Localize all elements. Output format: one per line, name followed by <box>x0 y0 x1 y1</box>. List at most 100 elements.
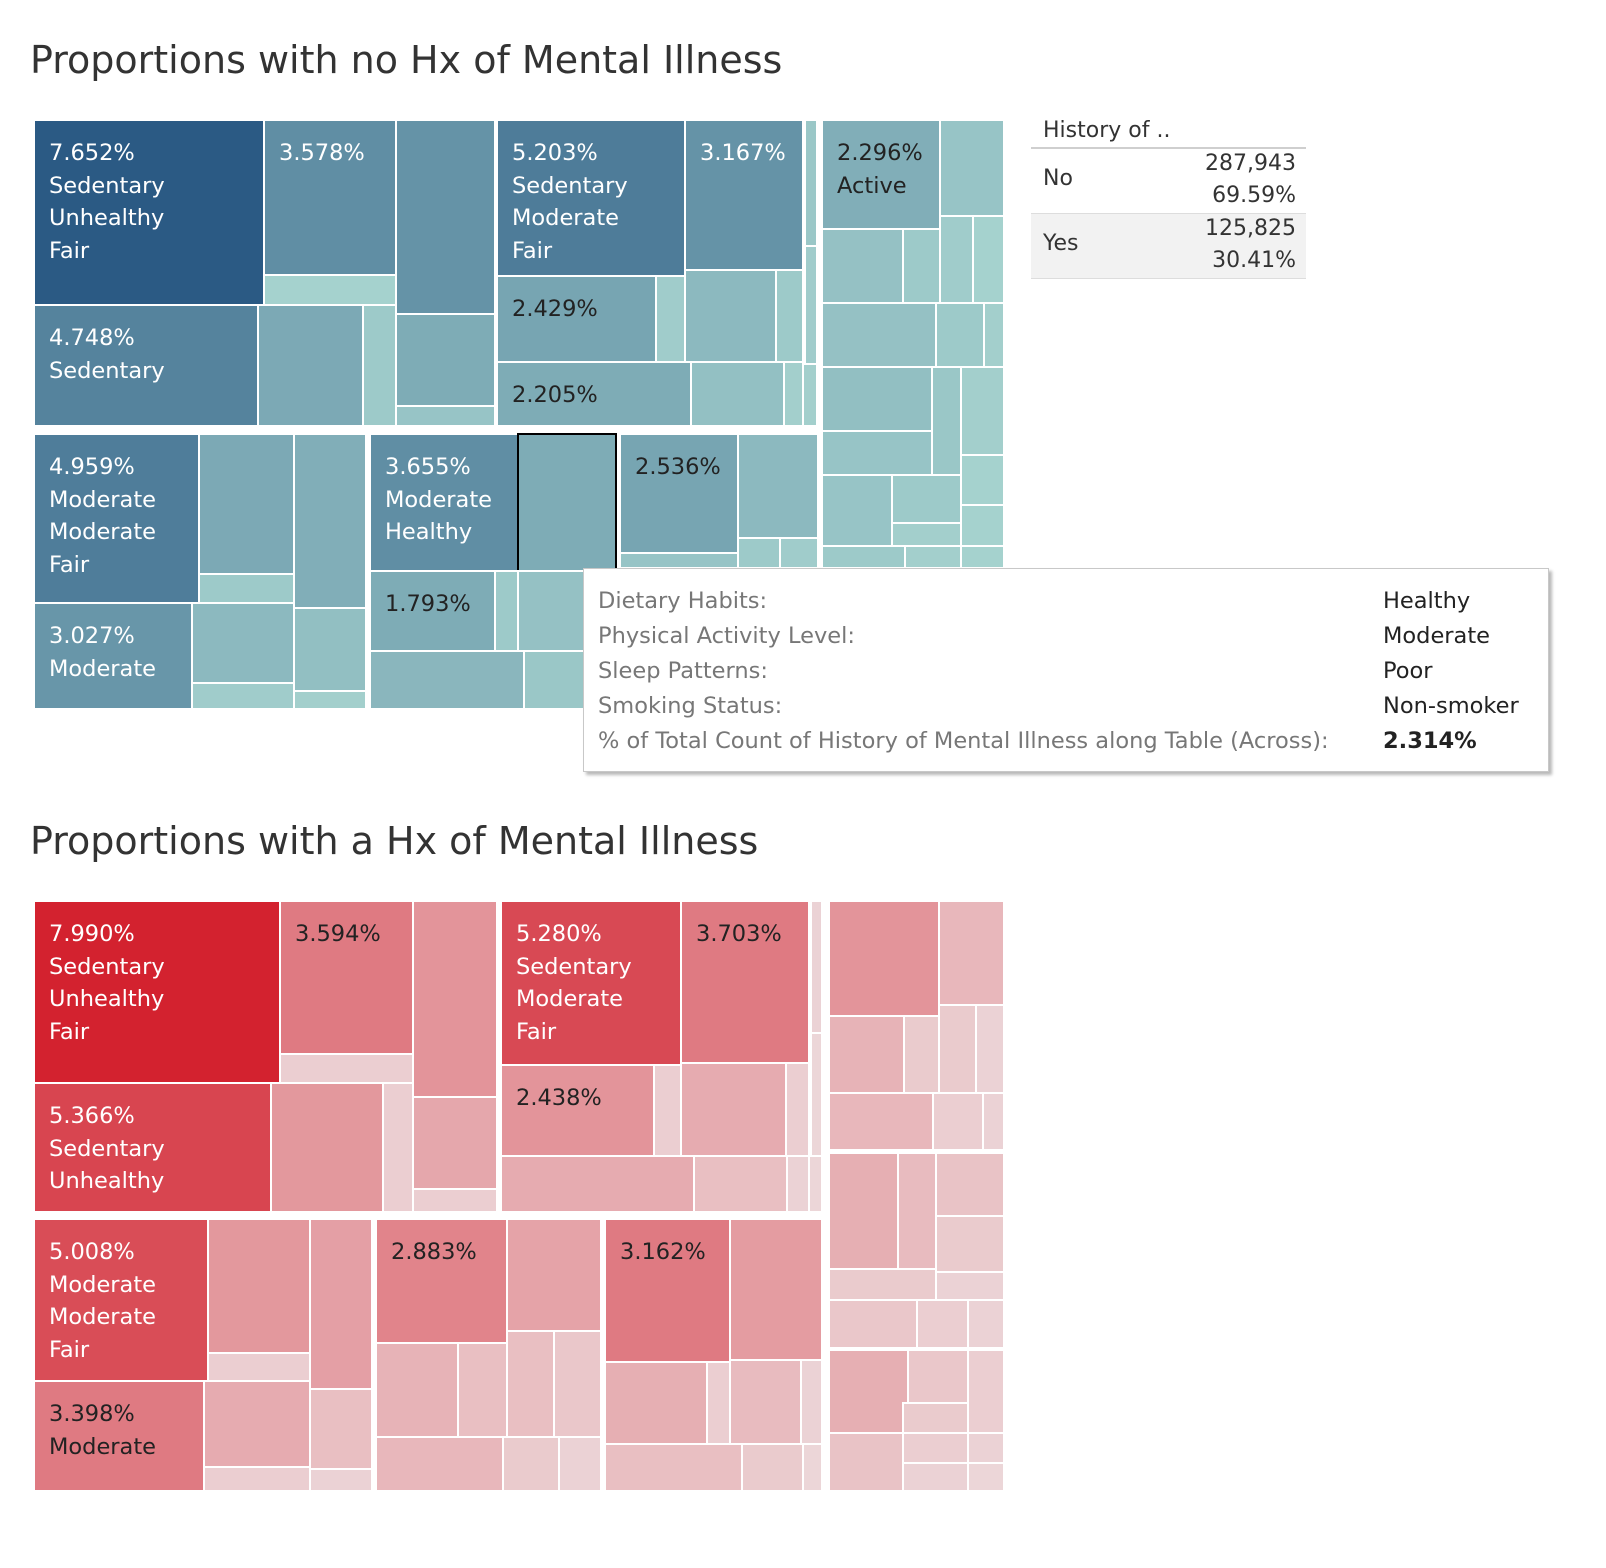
treemap-cell[interactable] <box>828 1152 899 1270</box>
treemap-cell[interactable]: 3.027% Moderate <box>33 602 193 710</box>
treemap-cell[interactable] <box>891 522 962 547</box>
treemap-cell[interactable] <box>960 504 1005 547</box>
treemap-cell[interactable] <box>412 900 498 1098</box>
treemap-cell[interactable] <box>198 433 295 575</box>
treemap-cell[interactable] <box>653 1064 682 1157</box>
treemap-cell[interactable]: 2.205% <box>496 361 692 427</box>
treemap-cell[interactable] <box>935 1271 1005 1301</box>
treemap-cell[interactable] <box>786 1155 810 1213</box>
treemap-cell[interactable] <box>309 1468 373 1492</box>
treemap-cell[interactable] <box>935 302 985 368</box>
treemap-cell[interactable]: 3.398% Moderate <box>33 1380 205 1492</box>
treemap-cell[interactable] <box>270 1082 384 1213</box>
treemap-cell[interactable] <box>309 1388 373 1470</box>
treemap-cell[interactable] <box>737 537 781 569</box>
treemap-cell[interactable] <box>821 430 933 476</box>
treemap-cell[interactable]: 3.162% <box>604 1218 731 1363</box>
treemap-cell[interactable]: 7.990% Sedentary Unhealthy Fair <box>33 900 281 1084</box>
treemap-cell[interactable]: 2.296% Active <box>821 119 941 230</box>
treemap-cell[interactable] <box>972 215 1005 304</box>
treemap-cell[interactable] <box>828 1092 934 1151</box>
treemap-cell[interactable] <box>960 545 1005 569</box>
treemap-cell[interactable] <box>680 1062 787 1157</box>
treemap-cell[interactable]: 2.536% <box>619 433 739 554</box>
treemap-cell[interactable] <box>939 215 974 304</box>
treemap-cell[interactable] <box>821 545 906 569</box>
treemap-cell[interactable]: 3.703% <box>680 900 810 1064</box>
treemap-cell[interactable] <box>207 1352 311 1382</box>
treemap-cell[interactable] <box>293 433 367 609</box>
treemap-cell[interactable] <box>967 1299 1005 1349</box>
treemap-cell[interactable] <box>904 545 962 569</box>
treemap-cell[interactable] <box>891 474 962 524</box>
treemap-cell[interactable] <box>604 1443 743 1492</box>
treemap-cell[interactable] <box>916 1299 969 1349</box>
treemap-cell[interactable] <box>903 1015 940 1094</box>
treemap-cell[interactable] <box>395 119 496 315</box>
treemap-cell[interactable] <box>960 366 1005 456</box>
treemap-cell[interactable] <box>828 1349 909 1434</box>
treemap-cell[interactable] <box>821 366 933 432</box>
treemap-cell[interactable] <box>191 682 295 710</box>
treemap-cell[interactable] <box>412 1096 498 1190</box>
treemap-cell[interactable] <box>802 363 818 427</box>
treemap-cell[interactable] <box>938 900 1005 1006</box>
treemap-cell[interactable] <box>775 269 804 363</box>
treemap-cell[interactable]: 5.008% Moderate Moderate Fair <box>33 1218 209 1382</box>
treemap-cell[interactable] <box>395 405 496 427</box>
treemap-cell[interactable] <box>191 602 295 684</box>
treemap-cell[interactable] <box>257 304 364 427</box>
treemap-cell[interactable] <box>293 690 367 710</box>
treemap-cell[interactable] <box>279 1053 414 1084</box>
treemap-cell[interactable] <box>502 1436 560 1492</box>
treemap-cell[interactable]: 3.594% <box>279 900 414 1055</box>
treemap-cell[interactable] <box>821 474 893 547</box>
treemap-cell[interactable] <box>828 1432 904 1492</box>
treemap-cell[interactable] <box>779 537 819 569</box>
treemap-cell[interactable] <box>523 650 585 710</box>
treemap-cell[interactable] <box>604 1361 708 1445</box>
treemap-cell[interactable] <box>517 570 585 652</box>
treemap-cell[interactable] <box>808 1155 823 1213</box>
treemap-cell[interactable] <box>785 1062 810 1157</box>
treemap-cell[interactable] <box>982 1092 1005 1151</box>
treemap-cell[interactable] <box>558 1436 602 1492</box>
treemap-cell[interactable] <box>500 1155 695 1213</box>
treemap-cell[interactable] <box>938 1004 977 1094</box>
treemap-cell[interactable]: 1.793% <box>369 570 496 652</box>
treemap-cell[interactable] <box>967 1462 1005 1492</box>
treemap-cell[interactable] <box>931 366 962 476</box>
treemap-cell[interactable] <box>457 1342 508 1438</box>
treemap-cell[interactable] <box>902 1462 969 1492</box>
treemap-cell-selected[interactable] <box>517 433 617 572</box>
treemap-cell[interactable] <box>207 1218 311 1354</box>
treemap-cell[interactable] <box>375 1436 504 1492</box>
treemap-cell[interactable] <box>935 1152 1005 1217</box>
treemap-cell[interactable]: 3.578% <box>263 119 397 276</box>
treemap-cell[interactable] <box>967 1432 1005 1464</box>
treemap-cell[interactable] <box>729 1218 823 1361</box>
treemap-cell[interactable] <box>960 454 1005 506</box>
treemap-cell[interactable] <box>804 119 818 247</box>
treemap-cell[interactable]: 4.959% Moderate Moderate Fair <box>33 433 200 604</box>
treemap-cell[interactable] <box>907 1349 969 1404</box>
treemap-cell[interactable] <box>902 1432 969 1464</box>
treemap-cell[interactable] <box>412 1188 498 1213</box>
treemap-cell[interactable]: 3.655% Moderate Healthy <box>369 433 519 572</box>
treemap-cell[interactable] <box>369 650 525 710</box>
treemap-cell[interactable] <box>983 302 1005 368</box>
treemap-cell[interactable] <box>897 1152 937 1270</box>
legend-row-no[interactable]: No 287,943 69.59% <box>1031 149 1306 214</box>
treemap-cell[interactable] <box>729 1359 802 1445</box>
treemap-cell[interactable] <box>800 1359 823 1445</box>
treemap-cell[interactable] <box>203 1466 311 1492</box>
treemap-cell[interactable] <box>619 552 739 569</box>
treemap-cell[interactable] <box>693 1155 788 1213</box>
treemap-cell[interactable] <box>802 1443 823 1492</box>
treemap-cell[interactable]: 2.883% <box>375 1218 508 1344</box>
treemap-cell[interactable] <box>382 1082 414 1213</box>
treemap-cell[interactable] <box>821 302 937 368</box>
treemap-cell[interactable] <box>553 1330 602 1438</box>
treemap-cell[interactable] <box>967 1349 1005 1434</box>
treemap-cell[interactable] <box>935 1215 1005 1273</box>
